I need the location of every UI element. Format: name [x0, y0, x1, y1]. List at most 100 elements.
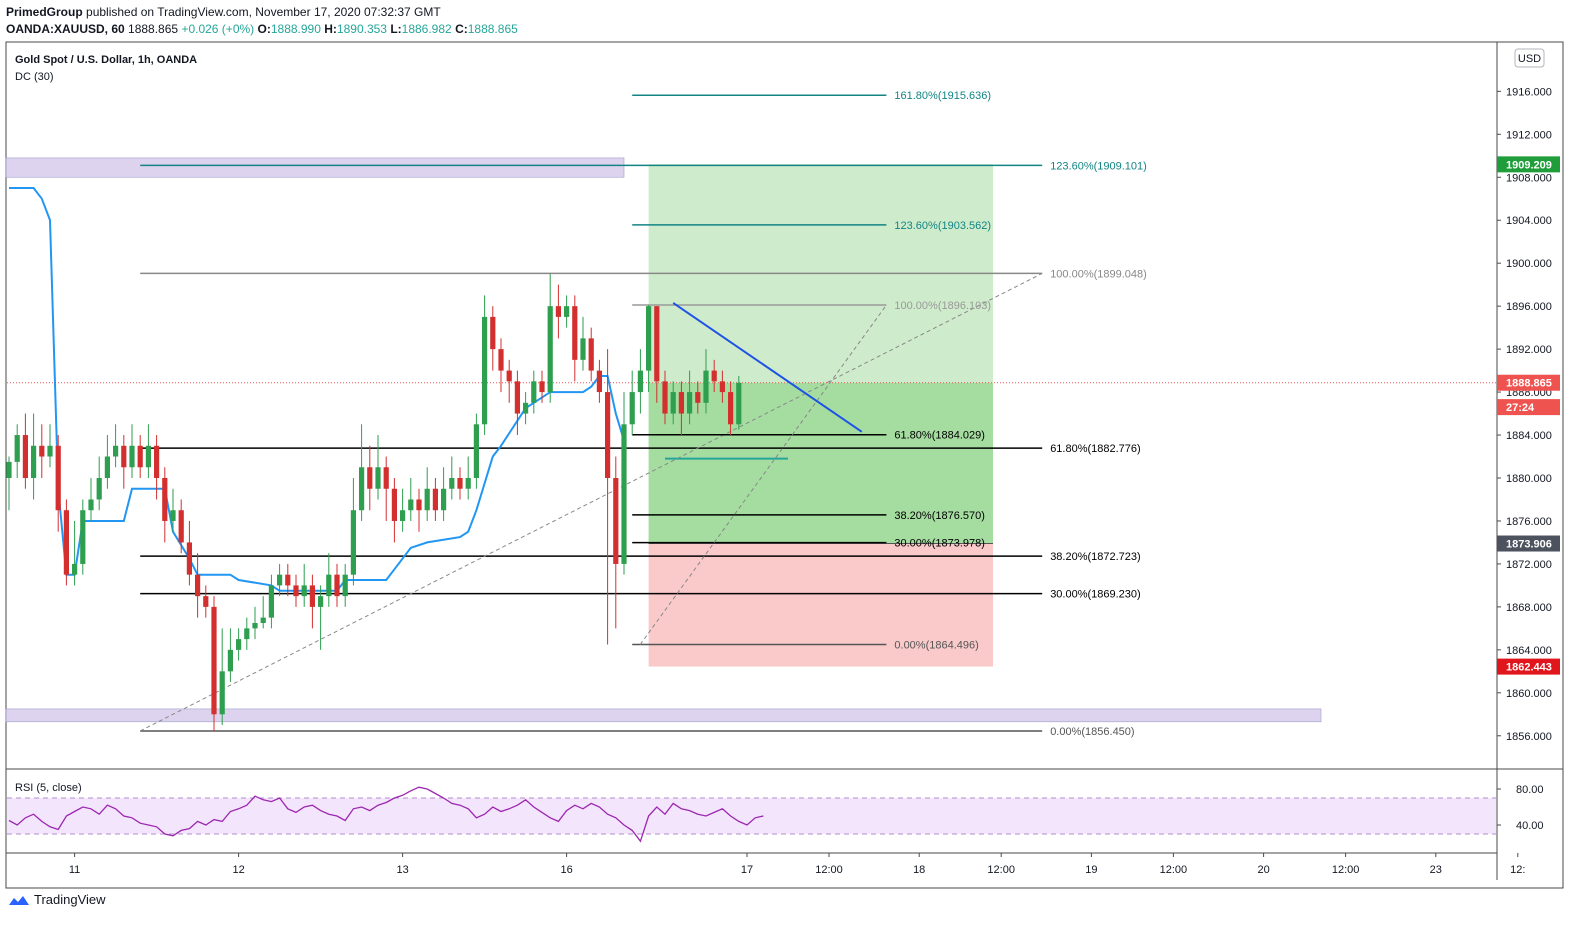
zones-layer — [5, 157, 1496, 723]
time-axis[interactable]: 11 12 13 16 17 12:00 18 12:00 19 12:00 20 12:00 23 12… — [69, 853, 1526, 876]
fib-level-label: 123.60%(1903.562) — [894, 220, 991, 232]
candle-body — [55, 445, 61, 511]
candle-body — [31, 445, 37, 478]
rsi-band — [7, 798, 1496, 834]
candle-body — [473, 424, 479, 478]
candle-body — [728, 392, 734, 425]
rsi-pane: 80.00 40.00 — [7, 784, 1544, 843]
publisher-name[interactable]: PrimedGroup — [6, 5, 83, 19]
candle-body — [391, 488, 397, 521]
candle-body — [662, 381, 668, 414]
candle-body — [711, 370, 717, 382]
candle-body — [72, 563, 78, 575]
candle-body — [539, 381, 545, 393]
fib-level-label: 123.60%(1909.101) — [1050, 160, 1147, 172]
candle-body — [301, 585, 307, 597]
candle-body — [6, 461, 12, 478]
price-badge-bg — [1497, 399, 1560, 416]
candle-body — [400, 510, 406, 521]
candle-body — [523, 402, 529, 414]
close-value: 1888.865 — [467, 22, 518, 36]
candle-body — [678, 392, 684, 414]
currency-button[interactable]: USD — [1514, 48, 1545, 68]
time-tick-label: 12: — [1510, 864, 1525, 876]
candle-body — [506, 370, 512, 382]
candle-body — [22, 435, 28, 478]
time-tick-label: 17 — [741, 864, 753, 876]
candle-body — [719, 381, 725, 393]
indicator-label: DC (30) — [15, 71, 54, 83]
fibonacci-layer[interactable]: 100.00%(1899.048) 61.80%(1882.776) 38.20%(… — [139, 90, 1147, 738]
candle-body — [531, 381, 537, 403]
candle-body — [441, 488, 447, 511]
price-badge-label: 1873.906 — [1506, 539, 1552, 551]
candle-body — [596, 370, 602, 393]
candle-body — [383, 467, 389, 489]
candle-body — [318, 596, 324, 607]
time-tick-label: 20 — [1257, 864, 1269, 876]
price-tick-label: 1876.000 — [1506, 516, 1552, 528]
candle-body — [293, 585, 299, 597]
rsi-line — [8, 786, 764, 843]
price-tick-label: 1860.000 — [1506, 688, 1552, 700]
candle-body — [424, 488, 430, 511]
fib-level-label: 38.20%(1872.723) — [1050, 551, 1141, 563]
price-tick-label: 1896.000 — [1506, 301, 1552, 313]
rsi-tick-label: 80.00 — [1516, 784, 1544, 796]
candle-body — [646, 306, 652, 371]
resistance-zone — [5, 157, 625, 178]
price-badge-label: 1862.443 — [1506, 662, 1552, 674]
candle-body — [498, 349, 504, 371]
high-value: 1890.353 — [336, 22, 387, 36]
candle-body — [326, 574, 332, 597]
price-axis[interactable]: 1856.000 1860.000 1864.000 1868.000 1872.000… — [1497, 86, 1552, 743]
price-tick-label: 1916.000 — [1506, 86, 1552, 98]
candle-body — [63, 510, 69, 575]
candle-body — [613, 478, 619, 564]
price-change: +0.026 (+0%) — [181, 22, 255, 36]
candle-body — [367, 467, 373, 489]
candle-body — [268, 585, 274, 618]
descending-trendline[interactable] — [672, 302, 863, 433]
high-label: H: — [324, 22, 337, 36]
candle-body — [203, 596, 209, 607]
candle-body — [80, 510, 86, 564]
fib-level-label: 100.00%(1896.103) — [894, 300, 991, 312]
price-tick-label: 1904.000 — [1506, 215, 1552, 227]
fib-level-label: 30.00%(1869.230) — [1050, 589, 1141, 601]
trendline-layer[interactable] — [672, 302, 863, 433]
publish-info: PrimedGroup published on TradingView.com… — [6, 5, 441, 19]
price-badge-label: 1909.209 — [1506, 159, 1552, 171]
footer[interactable]: TradingView — [8, 892, 106, 907]
candle-body — [654, 306, 660, 382]
price-tick-label: 1884.000 — [1506, 430, 1552, 442]
last-price: 1888.865 — [128, 22, 179, 36]
fib-level-label: 100.00%(1899.048) — [1050, 268, 1147, 280]
candle-body — [195, 574, 201, 597]
candle-body — [145, 445, 151, 468]
candle-body — [104, 456, 110, 478]
candle-body — [96, 478, 102, 500]
candle-body — [162, 478, 168, 521]
candle-body — [14, 435, 20, 462]
symbol-label: OANDA:XAUUSD, 60 — [6, 22, 125, 36]
candle-body — [670, 392, 676, 414]
fib-level-label: 0.00%(1864.496) — [894, 640, 978, 652]
time-tick-label: 12 — [232, 864, 244, 876]
price-badge-label: 1888.865 — [1506, 378, 1552, 390]
candles-layer — [6, 273, 742, 731]
candle-body — [465, 478, 471, 489]
candle-body — [695, 392, 701, 403]
fib-trend-dashed — [139, 272, 1043, 732]
close-label: C: — [455, 22, 468, 36]
open-label: O: — [257, 22, 271, 36]
ohlc-header: OANDA:XAUUSD, 60 1888.865 +0.026 (+0%) O… — [6, 22, 518, 36]
candle-body — [39, 445, 45, 457]
stop-zone — [648, 543, 993, 667]
time-tick-label: 12:00 — [987, 864, 1015, 876]
candle-body — [572, 306, 578, 360]
candle-body — [277, 574, 283, 586]
fib-level-label: 161.80%(1915.636) — [894, 90, 991, 102]
price-tick-label: 1872.000 — [1506, 559, 1552, 571]
